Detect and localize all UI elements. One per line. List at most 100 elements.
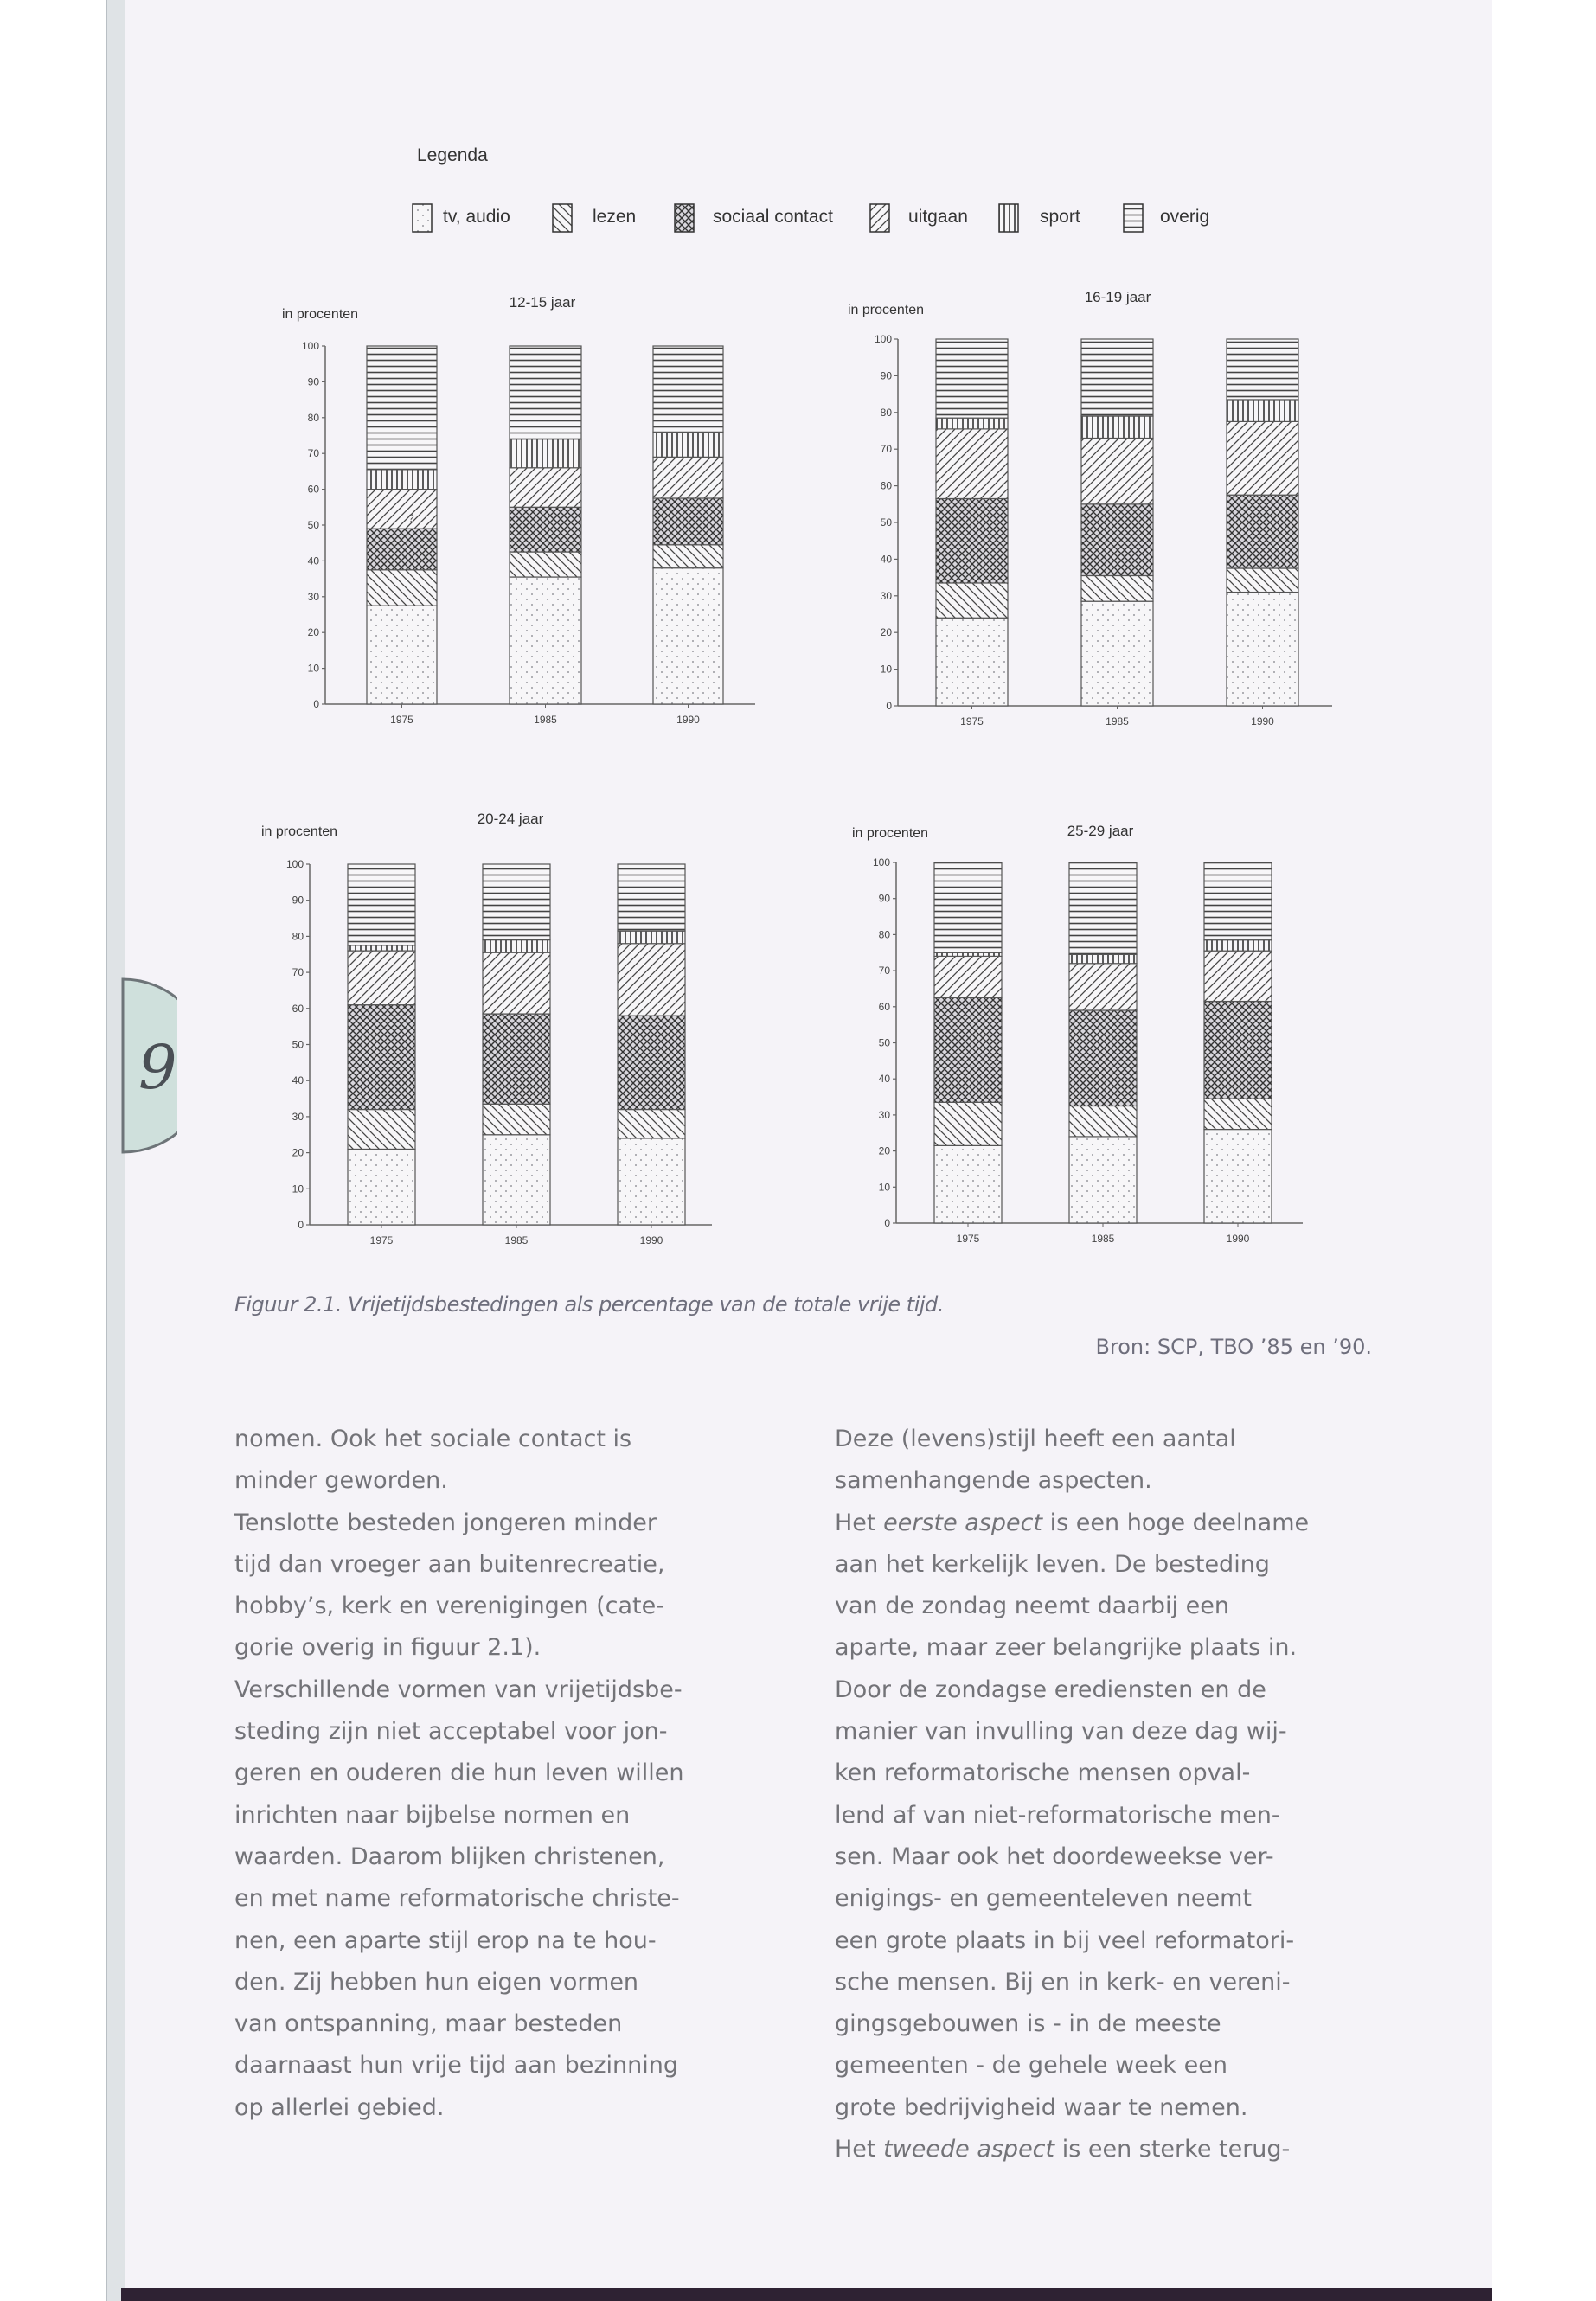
bar-segment-horizontal <box>1068 862 1138 955</box>
tab-number: 9 <box>138 1032 177 1103</box>
text-segment: sen. Maar ook het doordeweekse ver- <box>835 1843 1274 1870</box>
bar-segment-horizontal <box>652 345 724 433</box>
y-tick-label: 50 <box>308 519 320 531</box>
y-tick-label: 80 <box>881 407 893 419</box>
y-tick-label: 90 <box>308 375 320 388</box>
y-tick-label: 20 <box>308 626 320 638</box>
y-axis-label: in procenten <box>261 824 337 839</box>
text-line: Het tweede aspect is een sterke terug- <box>835 2129 1309 2170</box>
text-line: lend af van niet-reformatorische men- <box>835 1795 1309 1836</box>
text-segment: Het <box>835 2136 884 2163</box>
bar-segment-vertical <box>482 939 551 953</box>
bar-segment-diagonal-back <box>617 1108 686 1139</box>
text-line: ken reformatorische mensen opval- <box>835 1753 1309 1794</box>
text-line: aparte, maar zeer belangrijke plaats in. <box>835 1627 1309 1669</box>
bar-segment-diagonal-back <box>652 544 724 569</box>
text-segment: grote bedrijvigheid waar te nemen. <box>835 2093 1248 2121</box>
bar-segment-vertical <box>509 439 582 469</box>
bar-segment-diagonal-back <box>1226 567 1299 593</box>
text-line: enigings- en gemeenteleven neemt <box>835 1878 1309 1920</box>
bar-segment-vertical <box>1226 399 1299 422</box>
bar-segment-dots <box>366 605 438 705</box>
text-line: van ontspanning, maar besteden <box>234 2010 623 2038</box>
legend-swatch-vertical-icon <box>998 203 1019 233</box>
y-tick-label: 20 <box>292 1147 304 1159</box>
bar-segment-horizontal <box>1203 862 1272 941</box>
x-tick-label: 1985 <box>1092 1233 1115 1245</box>
text-line: Door de zondagse erediensten en de <box>835 1670 1309 1711</box>
text-line: Het eerste aspect is een hoge deelname <box>835 1503 1309 1544</box>
text-line: en met name reformatorische christe- <box>234 1885 680 1913</box>
bar-segment-vertical <box>366 469 438 490</box>
legend-label: tv, audio <box>443 207 510 227</box>
tab-shape <box>121 977 177 1154</box>
emphasis-text: eerste aspect <box>883 1509 1043 1536</box>
y-tick-label: 70 <box>879 965 891 977</box>
bar-segment-diagonal-forward <box>1203 950 1272 1003</box>
bar-segment-crosshatch <box>1226 494 1299 569</box>
y-tick-label: 100 <box>302 340 319 352</box>
bar-segment-diagonal-forward <box>652 456 724 499</box>
x-tick-label: 1990 <box>1227 1233 1250 1245</box>
text-line: steding zijn niet acceptabel voor jon- <box>234 1718 668 1746</box>
y-axis-label: in procenten <box>282 307 358 322</box>
text-segment: gemeenten - de gehele week een <box>835 2052 1227 2080</box>
bar-segment-horizontal <box>617 863 686 932</box>
y-tick-label: 10 <box>292 1183 304 1195</box>
y-tick-label: 30 <box>879 1109 891 1121</box>
y-tick-label: 90 <box>879 893 891 905</box>
text-segment: is een sterke terug- <box>1054 2136 1291 2163</box>
bar-segment-crosshatch <box>1203 1000 1272 1099</box>
bar-segment-horizontal <box>482 863 551 941</box>
y-tick-label: 60 <box>879 1001 891 1013</box>
text-line: minder geworden. <box>234 1467 448 1495</box>
text-line: van de zondag neemt daarbij een <box>835 1586 1309 1627</box>
x-tick-label: 1990 <box>676 714 700 726</box>
bar-segment-dots <box>1068 1136 1138 1224</box>
stacked-bar-chart-1: 12-15 jaar in procenten 0 10 20 30 40 50 60 70 80 9… <box>282 294 755 726</box>
text-line: daarnaast hun vrije tijd aan bezinning <box>234 2052 678 2080</box>
text-line: tijd dan vroeger aan buitenrecreatie, <box>234 1550 665 1578</box>
text-segment: enigings- en gemeenteleven neemt <box>835 1885 1253 1913</box>
bar-segment-diagonal-back <box>366 569 438 606</box>
text-line: Deze (levens)stijl heeft een aantal <box>835 1419 1309 1460</box>
text-line: Verschillende vormen van vrijetijdsbe- <box>234 1676 683 1703</box>
y-tick-label: 30 <box>292 1111 304 1123</box>
bar-segment-vertical <box>617 930 686 945</box>
bar-segment-diagonal-back <box>1203 1098 1272 1131</box>
bar-segment-dots <box>935 617 1009 707</box>
page-spine-edge <box>106 0 125 2301</box>
y-tick-label: 80 <box>292 930 304 942</box>
text-segment: gingsgebouwen is - in de meeste <box>835 2010 1221 2038</box>
text-line: Tenslotte besteden jongeren minder <box>234 1509 657 1536</box>
y-tick-label: 50 <box>881 516 893 529</box>
bar-segment-horizontal <box>1226 338 1299 401</box>
bar-segment-diagonal-forward <box>617 943 686 1016</box>
bar-segment-crosshatch <box>347 1004 416 1111</box>
bar-segment-dots <box>1226 591 1299 707</box>
legend-swatch-diagonal-back-icon <box>552 203 573 233</box>
x-tick-label: 1985 <box>1106 715 1129 727</box>
text-line: gemeenten - de gehele week een <box>835 2045 1309 2086</box>
legend-swatch-diagonal-forward-icon <box>869 203 890 233</box>
y-tick-label: 70 <box>308 447 320 459</box>
y-tick-label: 100 <box>286 858 304 870</box>
figure-charts: Legenda tv, audio lezen sociaal contact uit… <box>261 145 1332 1247</box>
y-tick-label: 10 <box>308 663 320 675</box>
legend-swatch-dots-icon <box>412 203 433 233</box>
stacked-bar-chart-4: 25-29 jaar in procenten 0 10 20 30 40 50 60 70 80 9… <box>852 823 1303 1245</box>
bar-segment-dots <box>617 1138 686 1226</box>
text-line: een grote plaats in bij veel reformatori… <box>835 1920 1309 1962</box>
text-segment: lend af van niet-reformatorische men- <box>835 1801 1280 1829</box>
x-tick-label: 1975 <box>957 1233 980 1245</box>
text-line: inrichten naar bijbelse normen en <box>234 1801 631 1829</box>
bar-segment-dots <box>933 1144 1003 1224</box>
text-segment: manier van invulling van deze dag wij- <box>835 1718 1287 1746</box>
y-tick-label: 40 <box>308 554 320 567</box>
y-tick-label: 80 <box>308 412 320 424</box>
bar-segment-diagonal-forward <box>1068 963 1138 1011</box>
text-segment: aparte, maar zeer belangrijke plaats in. <box>835 1634 1298 1662</box>
text-segment: Het <box>835 1509 884 1536</box>
bar-segment-diagonal-forward <box>347 950 416 1006</box>
y-tick-label: 20 <box>881 626 893 638</box>
